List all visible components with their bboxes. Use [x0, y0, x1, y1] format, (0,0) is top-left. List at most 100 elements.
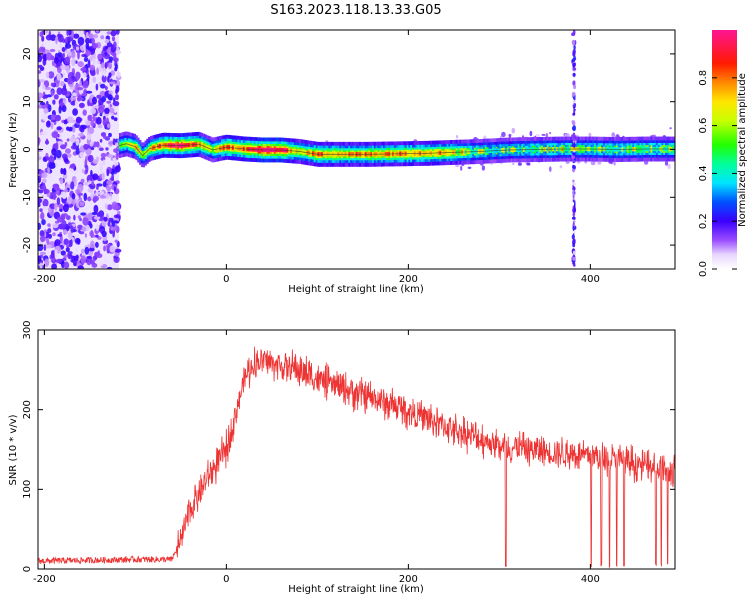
spike-artifact: [573, 55, 576, 62]
noise-blob: [71, 252, 77, 256]
spike-artifact: [571, 216, 576, 220]
noise-blob: [87, 196, 92, 202]
noise-blob: [38, 96, 41, 103]
noise-blob: [47, 228, 52, 234]
noise-blob: [84, 246, 90, 255]
noise-blob: [68, 30, 72, 36]
noise-blob: [71, 57, 76, 67]
noise-blob: [62, 168, 67, 176]
noise-blob: [92, 42, 99, 49]
noise-blob: [114, 248, 122, 253]
noise-blob: [80, 44, 86, 51]
noise-blob: [108, 132, 112, 138]
noise-blob: [52, 192, 57, 201]
noise-blob: [57, 233, 63, 237]
noise-blob: [114, 239, 119, 243]
noise-blob: [102, 181, 107, 188]
noise-blob: [48, 162, 56, 169]
noise-blob: [66, 30, 70, 37]
noise-blob: [106, 42, 113, 47]
noise-blob: [61, 47, 66, 52]
noise-blob: [111, 115, 115, 120]
noise-blob: [41, 172, 48, 179]
noise-blob: [42, 178, 47, 184]
noise-blob: [44, 86, 52, 91]
noise-blob: [38, 175, 42, 183]
noise-blob: [62, 192, 67, 200]
noise-blob: [62, 52, 65, 58]
noise-blob: [96, 67, 99, 75]
y-tick-label: 20: [22, 48, 33, 61]
spike-artifact: [572, 132, 575, 137]
noise-blob: [60, 250, 66, 256]
noise-blob: [39, 230, 45, 237]
noise-blob: [95, 191, 101, 195]
noise-blob: [56, 73, 62, 81]
spectrogram-ylabel: Frequency (Hz): [8, 112, 19, 188]
noise-blob: [104, 86, 108, 90]
noise-blob: [53, 56, 59, 64]
noise-blob: [90, 119, 95, 127]
colorbar-tick-label: 0.4: [698, 165, 709, 181]
noise-blob: [44, 258, 50, 267]
spike-artifact: [572, 212, 576, 216]
noise-blob: [51, 131, 59, 139]
noise-blob: [51, 148, 57, 156]
noise-blob: [66, 126, 70, 131]
noise-blob: [74, 178, 77, 187]
noise-blob: [102, 118, 107, 126]
spike-artifact: [572, 165, 576, 170]
noise-blob: [83, 192, 88, 202]
colorbar-tick-label: 0.8: [698, 70, 709, 86]
noise-blob: [117, 210, 121, 215]
noise-blob: [50, 82, 55, 87]
spike-artifact: [572, 189, 575, 196]
spectral-haze: [549, 131, 552, 135]
noise-blob: [45, 34, 53, 41]
noise-blob: [113, 214, 121, 219]
noise-blob: [76, 87, 84, 91]
spike-artifact: [572, 225, 575, 232]
spike-artifact: [573, 206, 576, 213]
noise-blob: [75, 138, 80, 146]
noise-blob: [71, 193, 76, 200]
noise-blob: [66, 244, 70, 248]
noise-blob: [99, 190, 105, 195]
noise-blob: [42, 206, 49, 211]
spectrogram-ticks: -200 0 200 400 -20 -10 0 10 20: [22, 30, 675, 285]
noise-blob: [83, 80, 89, 86]
snr-xlabel: Height of straight line (km): [288, 584, 424, 595]
noise-blob: [47, 167, 50, 175]
noise-blob: [77, 224, 83, 230]
noise-blob: [63, 189, 69, 193]
noise-blob: [84, 158, 88, 167]
snr-background: [38, 330, 675, 569]
noise-blob: [91, 181, 95, 186]
noise-blob: [95, 234, 99, 238]
noise-blob: [96, 185, 99, 190]
noise-blob: [108, 62, 113, 70]
noise-blob: [100, 83, 106, 89]
spike-artifact: [572, 182, 576, 186]
noise-blob: [85, 42, 90, 50]
noise-blob: [39, 79, 45, 83]
noise-blob: [80, 248, 85, 254]
noise-blob: [45, 244, 52, 249]
spike-artifact: [572, 64, 575, 68]
noise-blob: [61, 105, 67, 113]
noise-blob: [74, 99, 79, 109]
noise-blob: [38, 54, 43, 63]
noise-blob: [82, 72, 87, 78]
noise-blob: [39, 208, 43, 213]
spectral-haze: [467, 166, 472, 169]
colorbar-tick-label: 0.6: [698, 118, 709, 134]
noise-blob: [111, 222, 116, 227]
noise-blob: [72, 92, 77, 97]
noise-blob: [109, 230, 114, 234]
noise-blob: [68, 126, 73, 131]
noise-blob: [67, 50, 72, 57]
noise-blob: [38, 64, 43, 69]
noise-blob: [103, 216, 108, 222]
noise-blob: [54, 114, 61, 122]
